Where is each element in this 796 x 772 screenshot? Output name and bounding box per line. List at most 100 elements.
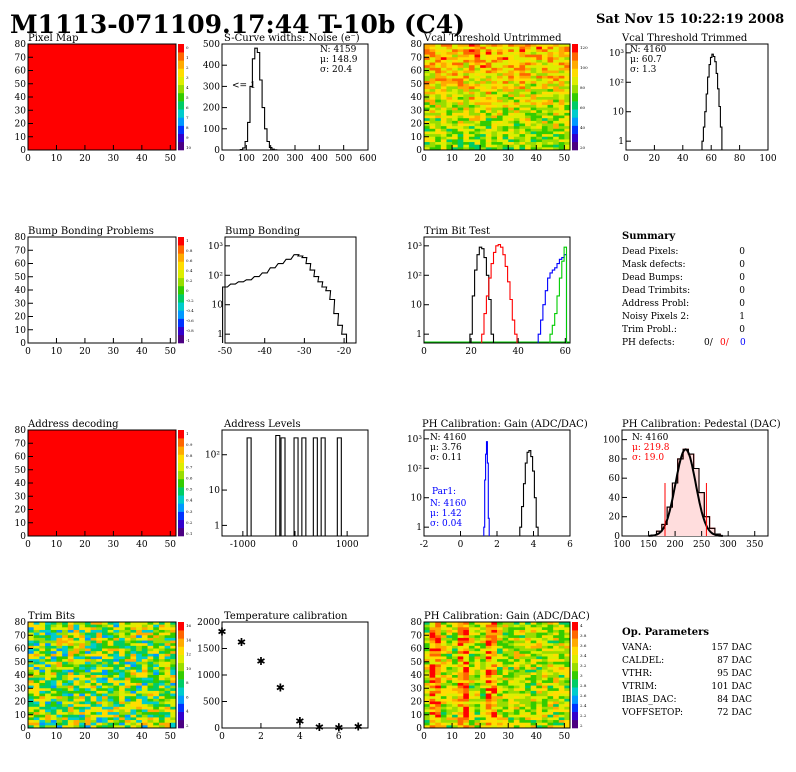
map-cell bbox=[553, 664, 560, 668]
map-cell bbox=[558, 136, 565, 140]
map-cell bbox=[440, 136, 447, 140]
y-tick-label: 70 bbox=[15, 439, 27, 449]
map-cell bbox=[558, 67, 565, 71]
x-tick-label: 0 bbox=[25, 540, 31, 550]
map-cell bbox=[90, 675, 97, 679]
map-cell bbox=[480, 659, 487, 663]
map-cell bbox=[28, 645, 35, 649]
map-cell bbox=[102, 629, 109, 633]
map-cell bbox=[446, 688, 453, 692]
map-cell bbox=[468, 51, 475, 55]
map-cell bbox=[508, 44, 515, 48]
map-cell bbox=[170, 717, 177, 721]
map-cell bbox=[147, 632, 154, 636]
map-cell bbox=[547, 717, 554, 721]
map-cell bbox=[468, 46, 475, 50]
map-cell bbox=[553, 685, 560, 689]
map-cell bbox=[491, 83, 498, 87]
map-cell bbox=[452, 120, 459, 124]
map-cell bbox=[547, 661, 554, 665]
map-cell bbox=[164, 704, 171, 708]
map-cell bbox=[513, 648, 520, 652]
map-cell bbox=[474, 134, 481, 138]
map-cell bbox=[73, 629, 80, 633]
trim-bits-title: Trim Bits bbox=[28, 611, 75, 622]
map-cell bbox=[525, 51, 532, 55]
map-cell bbox=[463, 645, 470, 649]
map-cell bbox=[457, 675, 464, 679]
map-cell bbox=[553, 49, 560, 53]
map-cell bbox=[541, 675, 548, 679]
map-cell bbox=[508, 669, 515, 673]
map-cell bbox=[564, 62, 571, 66]
map-cell bbox=[474, 629, 481, 633]
map-cell bbox=[463, 107, 470, 111]
map-cell bbox=[480, 49, 487, 53]
map-cell bbox=[497, 659, 504, 663]
map-cell bbox=[468, 659, 475, 663]
bump-problems-title: Bump Bonding Problems bbox=[28, 226, 154, 237]
map-cell bbox=[502, 685, 509, 689]
map-cell bbox=[502, 632, 509, 636]
color-scale-step bbox=[178, 334, 184, 344]
map-cell bbox=[508, 112, 515, 116]
map-cell bbox=[90, 645, 97, 649]
map-cell bbox=[79, 688, 86, 692]
map-cell bbox=[73, 706, 80, 710]
map-cell bbox=[446, 656, 453, 660]
map-cell bbox=[564, 677, 571, 681]
map-cell bbox=[130, 653, 137, 657]
map-cell bbox=[435, 698, 442, 702]
map-cell bbox=[124, 656, 131, 660]
map-cell bbox=[485, 677, 492, 681]
map-cell bbox=[558, 693, 565, 697]
map-cell bbox=[446, 126, 453, 130]
map-cell bbox=[474, 704, 481, 708]
map-cell bbox=[564, 54, 571, 58]
map-cell bbox=[485, 712, 492, 716]
map-cell bbox=[119, 693, 126, 697]
map-cell bbox=[519, 627, 526, 631]
map-cell bbox=[429, 126, 436, 130]
map-cell bbox=[28, 632, 35, 636]
map-cell bbox=[513, 688, 520, 692]
map-cell bbox=[536, 722, 543, 726]
map-cell bbox=[33, 627, 40, 631]
map-cell bbox=[536, 112, 543, 116]
map-cell bbox=[519, 142, 526, 146]
map-cell bbox=[508, 635, 515, 639]
map-cell bbox=[474, 78, 481, 82]
map-cell bbox=[508, 131, 515, 135]
map-cell bbox=[491, 99, 498, 103]
map-cell bbox=[84, 632, 92, 636]
map-cell bbox=[73, 656, 80, 660]
map-cell bbox=[480, 653, 487, 657]
map-cell bbox=[33, 680, 40, 684]
map-cell bbox=[485, 688, 492, 692]
x-tick-label: 2 bbox=[258, 732, 264, 742]
map-cell bbox=[530, 667, 537, 671]
map-cell bbox=[508, 83, 515, 87]
map-cell bbox=[170, 682, 177, 686]
map-cell bbox=[485, 720, 492, 724]
color-scale-step bbox=[572, 117, 578, 126]
map-cell bbox=[90, 682, 97, 686]
map-cell bbox=[457, 67, 464, 71]
map-cell bbox=[502, 126, 509, 130]
map-cell bbox=[497, 712, 504, 716]
map-cell bbox=[502, 142, 509, 146]
map-cell bbox=[541, 624, 548, 628]
map-cell bbox=[530, 44, 537, 48]
map-cell bbox=[124, 648, 131, 652]
map-cell bbox=[513, 622, 520, 626]
map-cell bbox=[73, 624, 80, 628]
map-cell bbox=[153, 712, 160, 716]
map-cell bbox=[480, 78, 487, 82]
map-cell bbox=[424, 57, 431, 61]
map-cell bbox=[435, 622, 442, 626]
map-cell bbox=[452, 107, 459, 111]
map-cell bbox=[446, 144, 453, 148]
color-scale-label: 0 bbox=[186, 288, 189, 293]
map-cell bbox=[502, 629, 509, 633]
